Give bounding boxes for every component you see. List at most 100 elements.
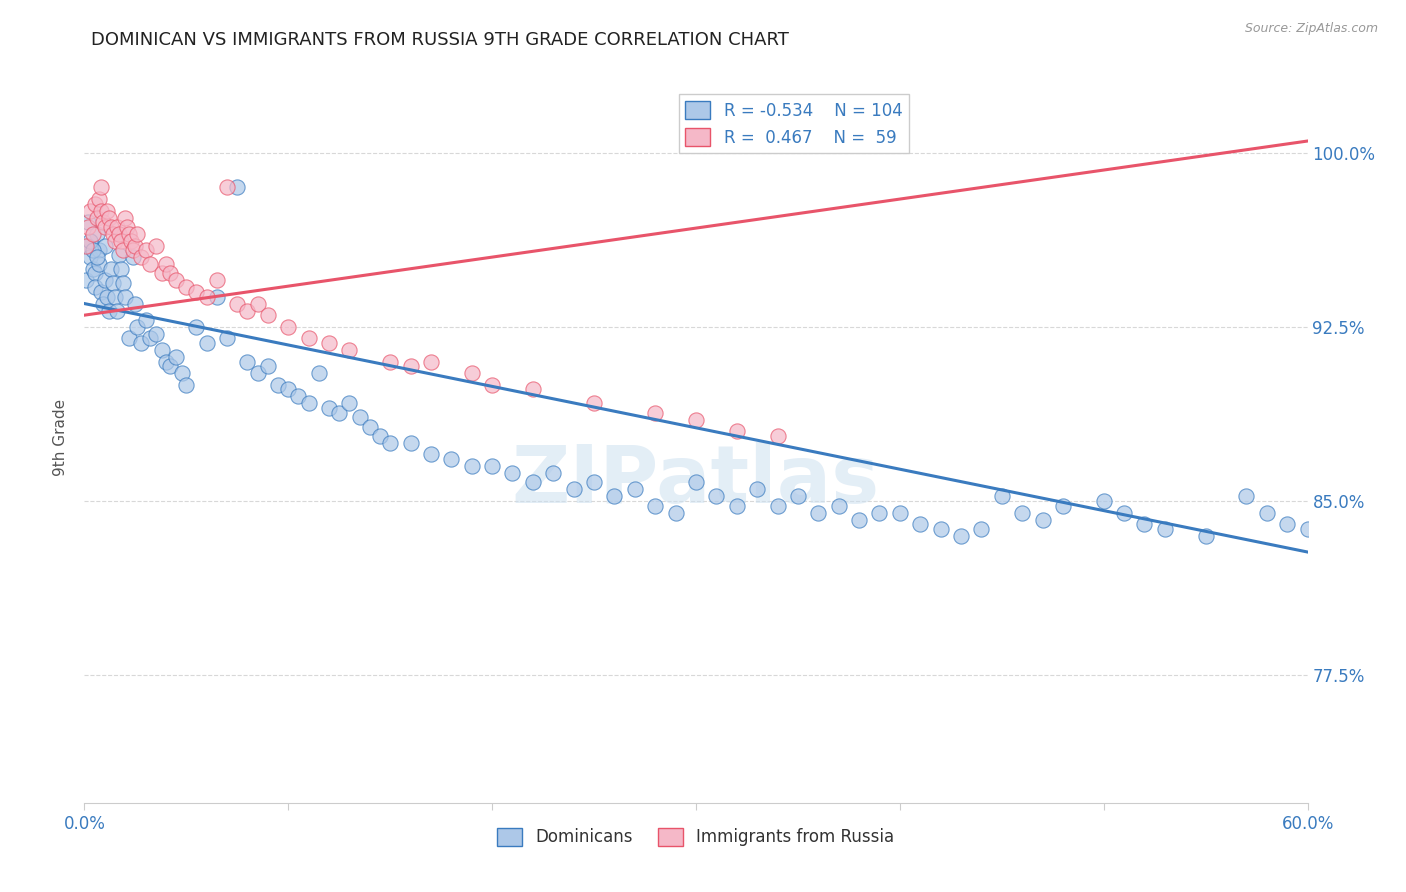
Point [122, 243, 145, 257]
Point [159, 266, 181, 280]
Point [257, 308, 280, 322]
Point [115, 219, 138, 234]
Point [138, 331, 160, 345]
Point [1011, 506, 1033, 520]
Point [205, 273, 228, 287]
Point [236, 354, 259, 368]
Point [82, 243, 104, 257]
Text: DOMINICAN VS IMMIGRANTS FROM RUSSIA 9TH GRADE CORRELATION CHART: DOMINICAN VS IMMIGRANTS FROM RUSSIA 9TH … [91, 31, 789, 49]
Point [159, 359, 181, 374]
Point [725, 499, 748, 513]
Point [118, 227, 141, 241]
Point [101, 227, 124, 241]
Legend: Dominicans, Immigrants from Russia: Dominicans, Immigrants from Russia [491, 821, 901, 853]
Point [910, 517, 932, 532]
Point [399, 359, 422, 374]
Point [97, 211, 120, 225]
Point [522, 475, 544, 490]
Point [124, 238, 146, 252]
Point [77, 238, 100, 252]
Point [665, 506, 688, 520]
Point [124, 296, 146, 310]
Point [1154, 522, 1177, 536]
Point [145, 326, 167, 341]
Point [77, 219, 100, 234]
Point [131, 336, 153, 351]
Point [277, 383, 299, 397]
Point [86, 211, 108, 225]
Point [991, 489, 1014, 503]
Point [105, 219, 128, 234]
Point [217, 331, 239, 345]
Point [226, 180, 249, 194]
Point [91, 296, 114, 310]
Point [522, 383, 544, 397]
Point [1277, 517, 1299, 532]
Point [725, 424, 748, 438]
Point [87, 257, 110, 271]
Point [1114, 506, 1136, 520]
Y-axis label: 9th Grade: 9th Grade [53, 399, 69, 475]
Point [96, 203, 118, 218]
Point [77, 215, 100, 229]
Point [889, 506, 911, 520]
Point [108, 227, 131, 241]
Point [195, 336, 218, 351]
Point [236, 303, 259, 318]
Point [112, 243, 135, 257]
Point [91, 215, 114, 229]
Point [112, 276, 135, 290]
Point [1032, 512, 1054, 526]
Point [349, 410, 371, 425]
Point [368, 429, 391, 443]
Point [1236, 489, 1258, 503]
Point [543, 466, 565, 480]
Point [929, 522, 952, 536]
Point [110, 234, 132, 248]
Point [118, 331, 141, 345]
Point [155, 354, 177, 368]
Point [339, 396, 361, 410]
Point [108, 248, 131, 262]
Point [1296, 522, 1319, 536]
Point [127, 227, 149, 241]
Point [86, 227, 108, 241]
Point [138, 257, 160, 271]
Point [87, 192, 110, 206]
Point [380, 354, 402, 368]
Point [766, 429, 789, 443]
Point [79, 203, 101, 218]
Point [186, 319, 208, 334]
Point [87, 243, 110, 257]
Point [481, 377, 503, 392]
Point [93, 238, 115, 252]
Point [82, 227, 104, 241]
Point [644, 406, 666, 420]
Point [644, 499, 666, 513]
Point [257, 359, 280, 374]
Point [186, 285, 208, 299]
Point [83, 280, 105, 294]
Point [105, 303, 128, 318]
Point [205, 290, 228, 304]
Point [100, 261, 122, 276]
Point [766, 499, 789, 513]
Point [195, 290, 218, 304]
Point [127, 319, 149, 334]
Point [90, 203, 112, 218]
Point [461, 459, 484, 474]
Point [583, 475, 606, 490]
Point [869, 506, 891, 520]
Point [583, 396, 606, 410]
Point [101, 276, 124, 290]
Point [135, 243, 157, 257]
Point [420, 354, 443, 368]
Point [828, 499, 851, 513]
Point [110, 261, 132, 276]
Point [807, 506, 830, 520]
Point [267, 377, 290, 392]
Point [100, 219, 122, 234]
Point [328, 406, 350, 420]
Point [83, 196, 105, 211]
Point [246, 296, 269, 310]
